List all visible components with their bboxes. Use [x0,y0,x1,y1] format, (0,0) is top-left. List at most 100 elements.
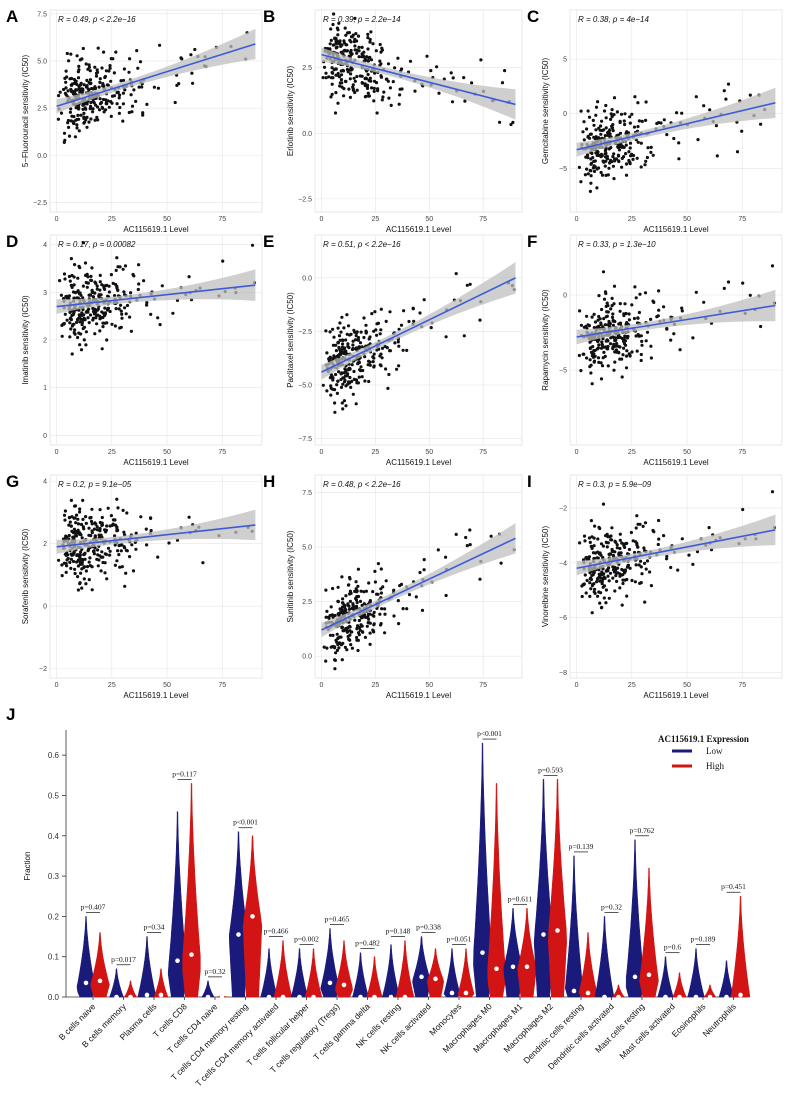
data-point [639,358,643,363]
data-point [92,101,96,105]
data-point [378,612,382,616]
x-tick-label: 75 [479,682,487,689]
data-point [624,311,628,316]
y-tick-label: −6 [559,615,567,622]
data-point [328,47,332,51]
data-point [324,588,328,592]
data-point [624,162,629,166]
y-tick-label: 7.5 [37,11,47,18]
data-point [136,287,140,292]
data-point [422,558,426,562]
data-point [589,577,594,582]
data-point [85,115,89,119]
data-point [103,75,107,80]
data-point [101,321,105,325]
data-point [90,266,94,270]
data-point [596,550,600,554]
data-point [630,303,634,307]
y-axis-title: Gemcitabine sensitivity (IC50) [541,58,550,165]
data-point [606,364,610,368]
data-point [343,380,347,384]
data-point [611,164,616,168]
data-point [101,84,105,88]
data-point [464,535,468,540]
data-point [715,154,719,158]
data-point [69,557,73,561]
data-point [462,76,466,80]
x-tick-label: 25 [628,449,636,456]
data-point [327,357,331,361]
data-point [420,608,425,613]
data-point [657,308,661,312]
data-point [75,531,79,535]
data-point [68,560,72,565]
data-point [73,504,78,508]
data-point [610,549,614,553]
data-point [78,562,82,567]
data-point [498,120,502,124]
y-tick-label: −5 [559,166,567,173]
data-point [591,156,595,160]
data-point [691,336,695,340]
data-point [360,615,364,620]
data-point [625,541,629,545]
data-point [372,352,376,356]
data-point [628,141,633,145]
data-point [579,180,583,184]
y-tick-label: −5.0 [298,383,312,390]
data-point [81,284,85,288]
data-point [351,343,355,347]
data-point [665,554,669,559]
data-point [76,528,80,532]
y-axis-title: Vinorelbine sensitivity (IC50) [541,526,550,628]
data-point [78,553,82,557]
data-point [73,516,77,520]
data-point [344,338,348,342]
data-point [612,284,617,288]
x-tick-label: 25 [108,449,116,456]
data-point [340,605,345,609]
data-point [79,557,83,561]
data-point [358,628,362,632]
data-point [590,354,595,358]
violin-high [517,908,537,998]
violin-low [657,956,674,998]
data-point [378,354,382,358]
data-point [64,69,68,73]
data-point [108,64,112,68]
data-point [478,577,482,581]
data-point [91,110,95,114]
x-tick-label: 75 [479,216,487,223]
data-point [589,519,594,523]
data-point [348,333,352,337]
data-point [634,296,638,300]
data-point [83,318,87,322]
data-point [372,622,376,626]
x-tick-label: 50 [683,682,691,689]
data-point [373,71,377,75]
data-point [92,527,96,531]
data-point [350,35,354,39]
data-point [80,536,84,540]
data-point [324,71,328,75]
x-tick-label: 25 [371,682,379,689]
data-point [76,296,80,300]
data-point [367,359,371,363]
median-dot-high [524,964,530,970]
data-point [607,596,611,600]
data-point [107,69,111,73]
data-point [114,307,118,311]
data-point [624,354,629,358]
y-tick-label: 0.0 [37,153,47,160]
data-point [607,579,611,583]
data-point [118,93,122,97]
data-point [69,498,73,502]
data-point [141,113,145,117]
data-point [76,517,80,521]
data-point [593,591,597,596]
data-point [429,326,433,330]
data-point [339,69,343,73]
violin-low [109,968,124,998]
data-point [69,283,73,287]
pvalue-label: p=0.34 [143,923,164,932]
